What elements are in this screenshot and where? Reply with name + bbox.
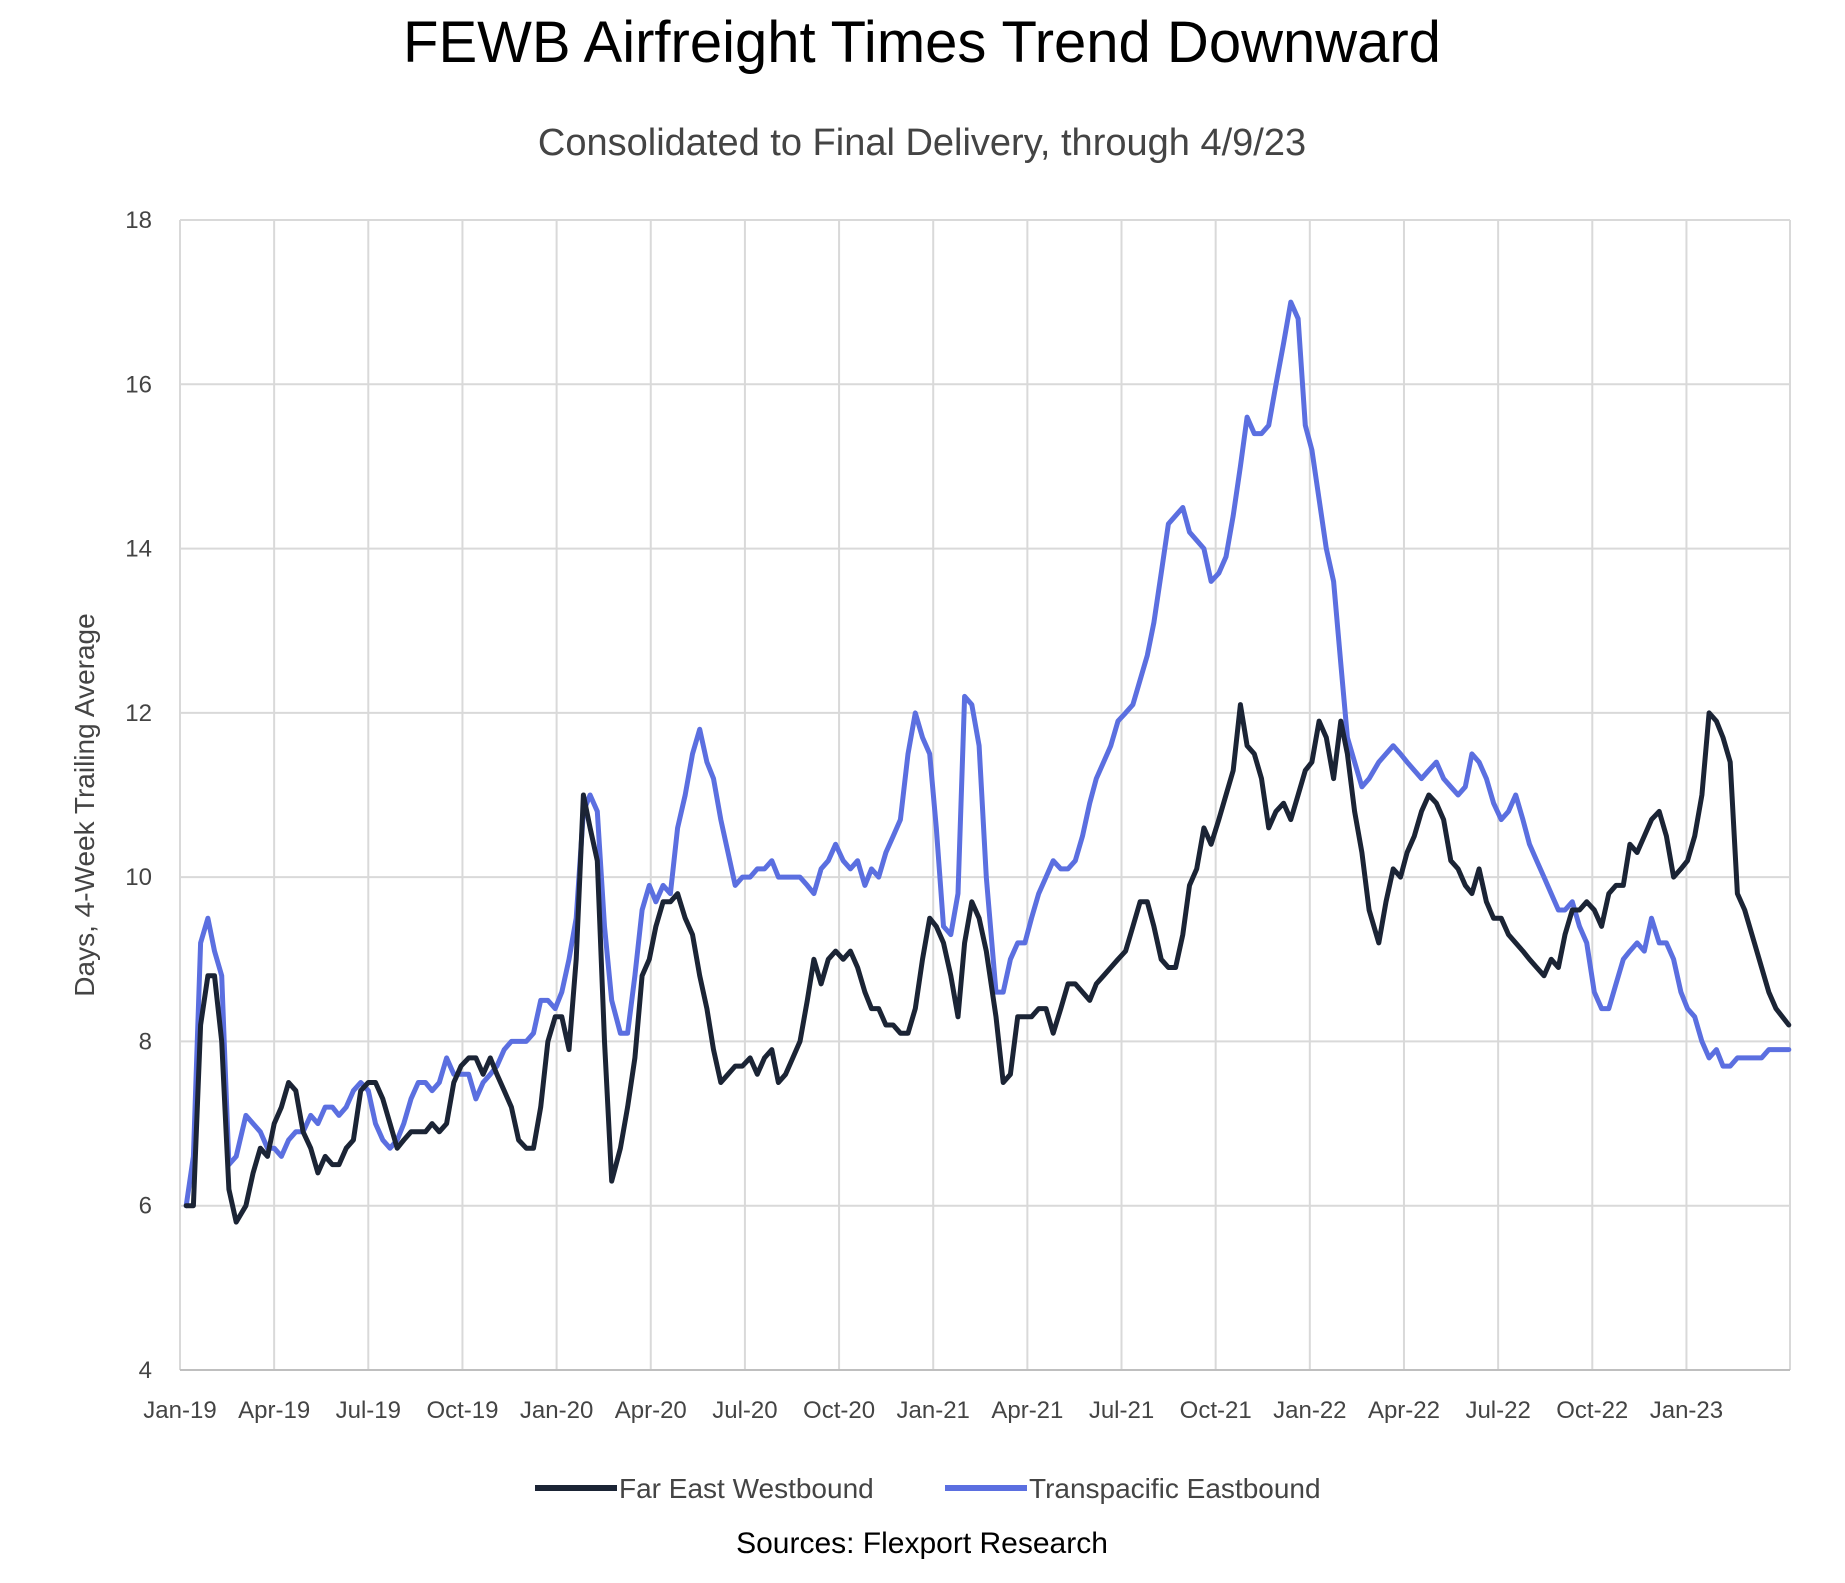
x-tick-label: Oct-19 [426, 1397, 498, 1424]
x-tick-label: Apr-21 [991, 1397, 1063, 1424]
x-tick-label: Apr-19 [238, 1397, 310, 1424]
series-line-1 [183, 299, 1792, 1209]
chart-subtitle: Consolidated to Final Delivery, through … [538, 122, 1306, 164]
y-axis-ticks: 4 6 8 10 12 14 16 18 [125, 207, 152, 1384]
gridlines [179, 219, 1791, 1371]
x-tick-label: Jul-21 [1089, 1397, 1154, 1424]
y-tick-label: 8 [139, 1028, 152, 1055]
x-tick-label: Jan-22 [1273, 1397, 1346, 1424]
x-tick-label: Oct-20 [803, 1397, 875, 1424]
x-tick-label: Apr-20 [615, 1397, 687, 1424]
y-tick-label: 16 [125, 371, 152, 398]
x-tick-label: Jul-19 [336, 1397, 401, 1424]
x-tick-label: Jan-23 [1650, 1397, 1723, 1424]
x-tick-label: Oct-22 [1556, 1397, 1628, 1424]
x-tick-label: Oct-21 [1180, 1397, 1252, 1424]
x-tick-label: Jul-20 [712, 1397, 777, 1424]
x-tick-label: Jul-22 [1465, 1397, 1530, 1424]
source-note: Sources: Flexport Research [736, 1527, 1108, 1560]
x-tick-label: Jan-20 [520, 1397, 593, 1424]
y-axis-label: Days, 4-Week Trailing Average [69, 613, 100, 996]
chart-title: FEWB Airfreight Times Trend Downward [403, 10, 1441, 75]
y-tick-label: 14 [125, 536, 152, 563]
x-tick-label: Jan-21 [897, 1397, 970, 1424]
x-tick-label: Apr-22 [1368, 1397, 1440, 1424]
legend-label-1: Transpacific Eastbound [1029, 1473, 1321, 1504]
series-lines [183, 299, 1792, 1225]
x-axis-ticks: Jan-19 Apr-19 Jul-19 Oct-19 Jan-20 Apr-20 Jul-… [143, 1397, 1723, 1424]
y-tick-label: 10 [125, 864, 152, 891]
legend-label-0: Far East Westbound [619, 1473, 874, 1504]
y-tick-label: 12 [125, 700, 152, 727]
y-tick-label: 18 [125, 207, 152, 234]
y-tick-label: 6 [139, 1193, 152, 1220]
x-tick-label: Jan-19 [143, 1397, 216, 1424]
legend: Far East Westbound Transpacific Eastbound [535, 1473, 1321, 1504]
y-tick-label: 4 [139, 1357, 152, 1384]
series-line-0 [183, 702, 1792, 1225]
